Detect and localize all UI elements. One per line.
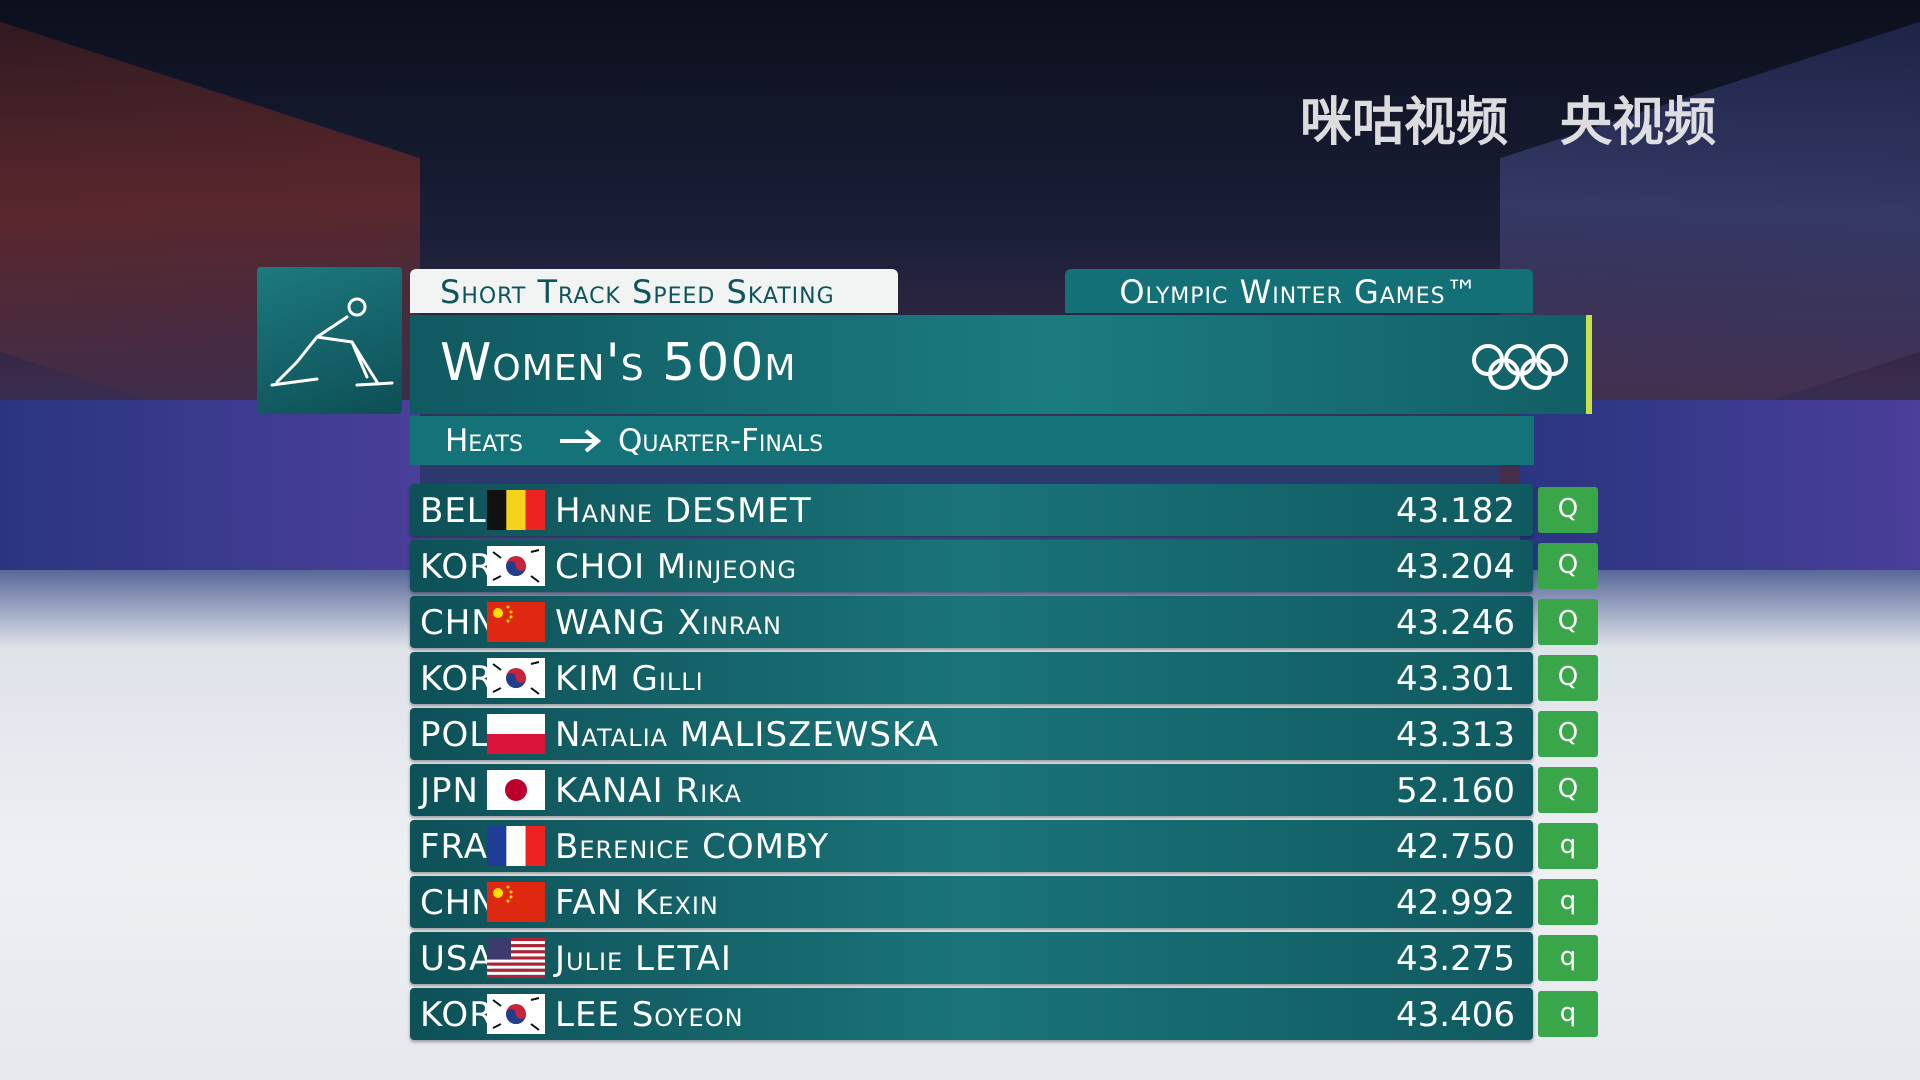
result-row: KOR KIM Gilli 43.301 bbox=[410, 652, 1533, 704]
athlete-name: Natalia MALISZEWSKA bbox=[555, 715, 939, 755]
noc-code: FRA bbox=[420, 827, 489, 867]
result-row: JPN KANAI Rika 52.160 bbox=[410, 764, 1533, 816]
watermark: 央视频 bbox=[1560, 93, 1717, 153]
athlete-name: WANG Xinran bbox=[555, 603, 783, 643]
flag-icon bbox=[487, 602, 545, 642]
noc-code: JPN bbox=[420, 771, 479, 811]
athlete-name: Berenice COMBY bbox=[555, 827, 830, 867]
result-row: USA Julie LETAI 43.275 bbox=[410, 932, 1533, 984]
flag bbox=[487, 490, 545, 546]
flag-icon bbox=[487, 882, 545, 922]
time: 43.301 bbox=[1396, 659, 1515, 699]
games-tab: Olympic Winter Games™ bbox=[1065, 269, 1533, 313]
flag-icon bbox=[487, 994, 545, 1034]
discipline-tab: Short Track Speed Skating bbox=[410, 269, 898, 313]
qualification-badge: q bbox=[1538, 823, 1598, 869]
noc-code: KOR bbox=[420, 659, 494, 699]
skater-icon bbox=[270, 297, 394, 387]
watermark: 咪咕视频 bbox=[1300, 93, 1509, 153]
flag-icon bbox=[487, 826, 545, 866]
stage-bar: Heats Quarter-Finals bbox=[410, 416, 1534, 465]
qualification-badge: Q bbox=[1538, 711, 1598, 757]
athlete-name: FAN Kexin bbox=[555, 883, 719, 923]
time: 43.246 bbox=[1396, 603, 1515, 643]
event-banner: Women's 500m bbox=[410, 315, 1592, 414]
flag-icon bbox=[487, 938, 545, 978]
flag bbox=[487, 938, 545, 994]
qualification-badge: Q bbox=[1538, 767, 1598, 813]
noc-code: CHN bbox=[420, 883, 498, 923]
olympic-rings bbox=[1472, 344, 1568, 390]
sport-pictogram bbox=[257, 267, 402, 414]
time: 42.750 bbox=[1396, 827, 1515, 867]
qualification-badge: Q bbox=[1538, 543, 1598, 589]
athlete-name: LEE Soyeon bbox=[555, 995, 744, 1035]
athlete-name: Julie LETAI bbox=[555, 939, 732, 979]
noc-code: BEL bbox=[420, 491, 487, 531]
flag-icon bbox=[487, 546, 545, 586]
flag-icon bbox=[487, 770, 545, 810]
time: 43.182 bbox=[1396, 491, 1515, 531]
flag bbox=[487, 658, 545, 714]
time: 43.275 bbox=[1396, 939, 1515, 979]
noc-code: CHN bbox=[420, 603, 498, 643]
noc-code: KOR bbox=[420, 995, 494, 1035]
stage-from: Heats bbox=[445, 423, 523, 459]
result-row: BEL Hanne DESMET 43.182 bbox=[410, 484, 1533, 536]
athlete-name: Hanne DESMET bbox=[555, 491, 812, 531]
flag bbox=[487, 882, 545, 938]
time: 43.313 bbox=[1396, 715, 1515, 755]
rink-board bbox=[0, 400, 420, 570]
result-row: KOR LEE Soyeon 43.406 bbox=[410, 988, 1533, 1040]
flag bbox=[487, 826, 545, 882]
flag bbox=[487, 546, 545, 602]
time: 42.992 bbox=[1396, 883, 1515, 923]
noc-code: KOR bbox=[420, 547, 494, 587]
result-row: CHN WANG Xinran 43.246 bbox=[410, 596, 1533, 648]
stage-to: Quarter-Finals bbox=[618, 423, 824, 459]
result-row: KOR CHOI Minjeong 43.204 bbox=[410, 540, 1533, 592]
flag bbox=[487, 770, 545, 826]
qualification-badge: q bbox=[1538, 991, 1598, 1037]
qualification-badge: Q bbox=[1538, 599, 1598, 645]
qualification-badge: Q bbox=[1538, 655, 1598, 701]
flag-icon bbox=[487, 714, 545, 754]
flag bbox=[487, 602, 545, 658]
athlete-name: KIM Gilli bbox=[555, 659, 704, 699]
athlete-name: CHOI Minjeong bbox=[555, 547, 797, 587]
time: 43.204 bbox=[1396, 547, 1515, 587]
result-row: POL Natalia MALISZEWSKA 43.313 bbox=[410, 708, 1533, 760]
noc-code: POL bbox=[420, 715, 490, 755]
flag bbox=[487, 994, 545, 1050]
result-row: FRA Berenice COMBY 42.750 bbox=[410, 820, 1533, 872]
noc-code: USA bbox=[420, 939, 494, 979]
qualification-badge: Q bbox=[1538, 487, 1598, 533]
flag-icon bbox=[487, 658, 545, 698]
qualification-badge: q bbox=[1538, 935, 1598, 981]
athlete-name: KANAI Rika bbox=[555, 771, 742, 811]
time: 43.406 bbox=[1396, 995, 1515, 1035]
event-title: Women's 500m bbox=[440, 333, 797, 393]
qualification-badge: q bbox=[1538, 879, 1598, 925]
result-row: CHN FAN Kexin 42.992 bbox=[410, 876, 1533, 928]
time: 52.160 bbox=[1396, 771, 1515, 811]
rink-board bbox=[1520, 400, 1920, 570]
arrow bbox=[560, 429, 602, 453]
flag bbox=[487, 714, 545, 770]
flag-icon bbox=[487, 490, 545, 530]
